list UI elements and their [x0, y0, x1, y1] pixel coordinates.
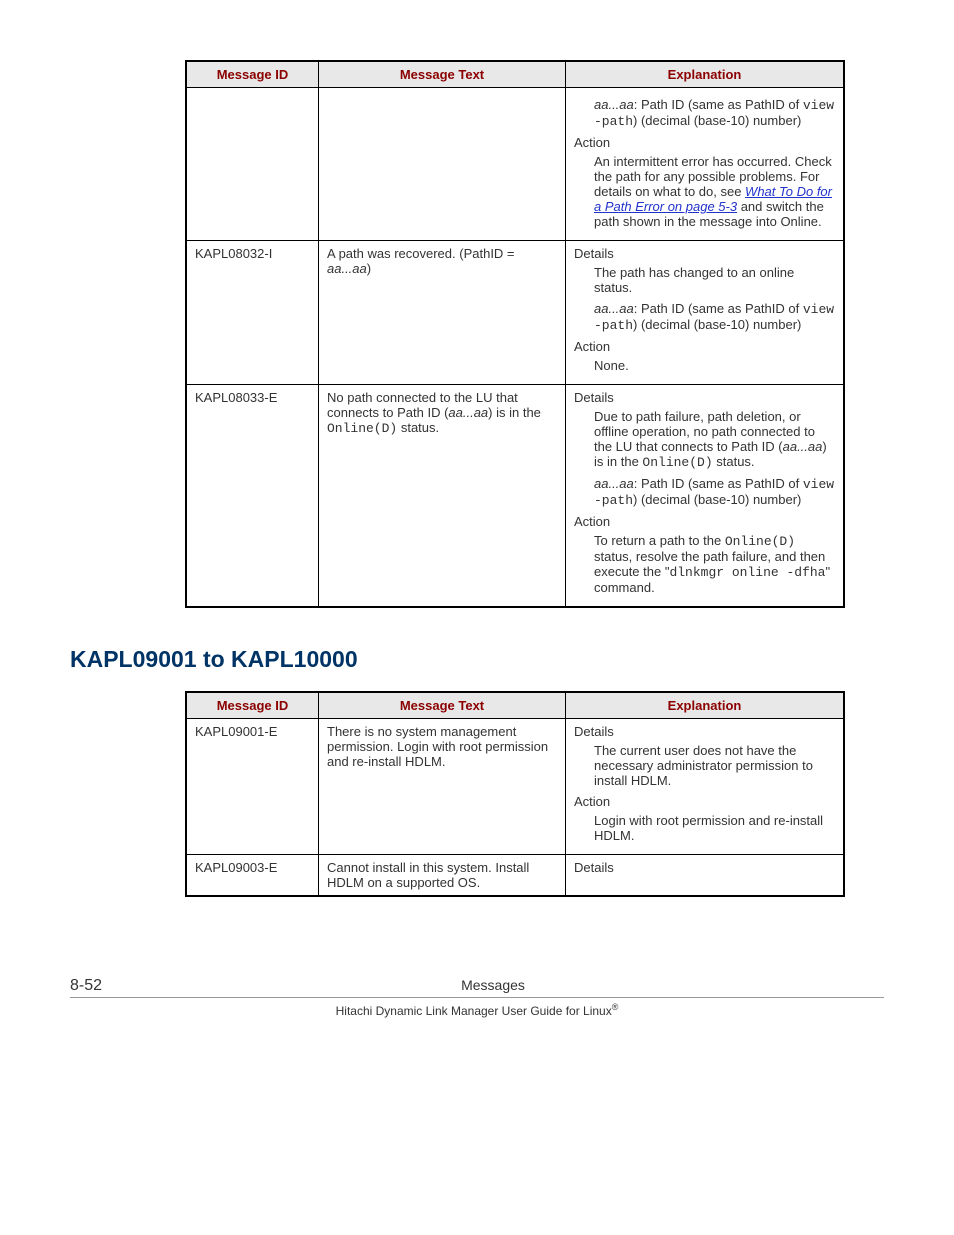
header-explanation: Explanation	[566, 692, 845, 719]
details-label: Details	[574, 246, 835, 261]
action-label: Action	[574, 135, 835, 150]
text: ) (decimal (base-10) number)	[633, 492, 801, 507]
messages-table-2: Message ID Message Text Explanation KAPL…	[185, 691, 845, 897]
header-message-text: Message Text	[319, 61, 566, 88]
cell-message-text: No path connected to the LU that connect…	[319, 385, 566, 608]
details-body: The path has changed to an online status…	[594, 265, 835, 295]
cell-explanation: Details The path has changed to an onlin…	[566, 241, 845, 385]
action-label: Action	[574, 514, 835, 529]
text: )	[367, 261, 371, 276]
footer-top-row: 8-52 Messages	[70, 977, 884, 998]
action-label: Action	[574, 794, 835, 809]
pathid-line: aa...aa: Path ID (same as PathID of view…	[594, 97, 835, 129]
details-body: The current user does not have the neces…	[594, 743, 835, 788]
cell-explanation: Details Due to path failure, path deleti…	[566, 385, 845, 608]
code-text: Online(D)	[642, 455, 712, 470]
table-row: KAPL09001-E There is no system managemen…	[186, 719, 844, 855]
text: status.	[713, 454, 755, 469]
cell-message-id: KAPL09003-E	[186, 855, 319, 897]
variable-text: aa...aa	[448, 405, 488, 420]
cell-message-id	[186, 88, 319, 241]
table-header-row: Message ID Message Text Explanation	[186, 692, 844, 719]
messages-table-1: Message ID Message Text Explanation aa..…	[185, 60, 845, 608]
footer-subtitle: Hitachi Dynamic Link Manager User Guide …	[70, 1002, 884, 1018]
header-message-text: Message Text	[319, 692, 566, 719]
variable-text: aa...aa	[327, 261, 367, 276]
page-number: 8-52	[70, 977, 102, 995]
action-body: Login with root permission and re-instal…	[594, 813, 835, 843]
cell-message-text	[319, 88, 566, 241]
text: ) (decimal (base-10) number)	[633, 317, 801, 332]
variable-text: aa...aa	[783, 439, 823, 454]
header-explanation: Explanation	[566, 61, 845, 88]
details-label: Details	[574, 390, 835, 405]
footer-title: Messages	[102, 977, 884, 993]
code-text: Online(D)	[327, 421, 397, 436]
page-footer: 8-52 Messages Hitachi Dynamic Link Manag…	[70, 977, 884, 1018]
text: : Path ID (same as PathID of	[634, 476, 803, 491]
text: : Path ID (same as PathID of	[634, 97, 803, 112]
table-row: aa...aa: Path ID (same as PathID of view…	[186, 88, 844, 241]
details-label: Details	[574, 860, 835, 875]
section-heading: KAPL09001 to KAPL10000	[70, 646, 884, 673]
table-row: KAPL08033-E No path connected to the LU …	[186, 385, 844, 608]
text: ) (decimal (base-10) number)	[633, 113, 801, 128]
pathid-line: aa...aa: Path ID (same as PathID of view…	[594, 476, 835, 508]
table-header-row: Message ID Message Text Explanation	[186, 61, 844, 88]
code-text: dlnkmgr online -dfha	[669, 565, 825, 580]
text: status.	[397, 420, 439, 435]
action-label: Action	[574, 339, 835, 354]
registered-mark: ®	[612, 1002, 619, 1012]
text: To return a path to the	[594, 533, 725, 548]
action-body: To return a path to the Online(D) status…	[594, 533, 835, 595]
variable-text: aa...aa	[594, 476, 634, 491]
action-body: An intermittent error has occurred. Chec…	[594, 154, 835, 229]
text: : Path ID (same as PathID of	[634, 301, 803, 316]
cell-message-text: There is no system management permission…	[319, 719, 566, 855]
code-text: Online(D)	[725, 534, 795, 549]
cell-message-id: KAPL08032-I	[186, 241, 319, 385]
details-body: Due to path failure, path deletion, or o…	[594, 409, 835, 470]
pathid-line: aa...aa: Path ID (same as PathID of view…	[594, 301, 835, 333]
header-message-id: Message ID	[186, 692, 319, 719]
cell-message-text: Cannot install in this system. Install H…	[319, 855, 566, 897]
cell-explanation: Details	[566, 855, 845, 897]
cell-message-text: A path was recovered. (PathID = aa...aa)	[319, 241, 566, 385]
action-body: None.	[594, 358, 835, 373]
variable-text: aa...aa	[594, 301, 634, 316]
cell-explanation: Details The current user does not have t…	[566, 719, 845, 855]
variable-text: aa...aa	[594, 97, 634, 112]
text: A path was recovered. (PathID =	[327, 246, 515, 261]
cell-message-id: KAPL09001-E	[186, 719, 319, 855]
details-label: Details	[574, 724, 835, 739]
text: Hitachi Dynamic Link Manager User Guide …	[336, 1004, 612, 1018]
table-row: KAPL09003-E Cannot install in this syste…	[186, 855, 844, 897]
header-message-id: Message ID	[186, 61, 319, 88]
text: ) is in the	[488, 405, 541, 420]
cell-message-id: KAPL08033-E	[186, 385, 319, 608]
cell-explanation: aa...aa: Path ID (same as PathID of view…	[566, 88, 845, 241]
table-row: KAPL08032-I A path was recovered. (PathI…	[186, 241, 844, 385]
